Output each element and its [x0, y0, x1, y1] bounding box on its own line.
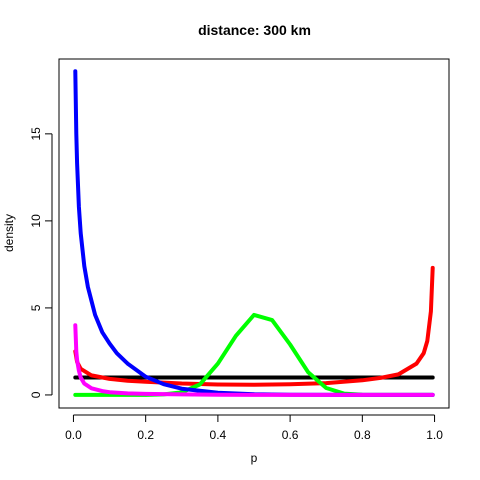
y-axis-title: density	[2, 214, 16, 252]
series-layer	[73, 69, 435, 397]
y-tick-label: 0	[29, 391, 43, 398]
series-line-4	[73, 69, 435, 397]
series-line-5	[73, 323, 435, 397]
plot-box	[58, 58, 450, 409]
x-tick-label: 0.6	[282, 428, 299, 442]
y-tick-label: 5	[29, 304, 43, 311]
x-tick-label: 1.0	[426, 428, 443, 442]
y-tick-label: 15	[29, 127, 43, 141]
series-line-2	[73, 265, 435, 387]
x-tick-label: 0.0	[65, 428, 82, 442]
x-axis-title: p	[251, 451, 258, 465]
y-tick-label: 10	[29, 214, 43, 228]
x-tick-label: 0.2	[137, 428, 154, 442]
x-tick-label: 0.4	[210, 428, 227, 442]
x-tick-label: 0.8	[354, 428, 371, 442]
chart-title: distance: 300 km	[198, 22, 311, 38]
axis-layer: 0.0 0.2 0.4 0.6 0.8 1.0 0 5 10 15	[29, 127, 443, 442]
